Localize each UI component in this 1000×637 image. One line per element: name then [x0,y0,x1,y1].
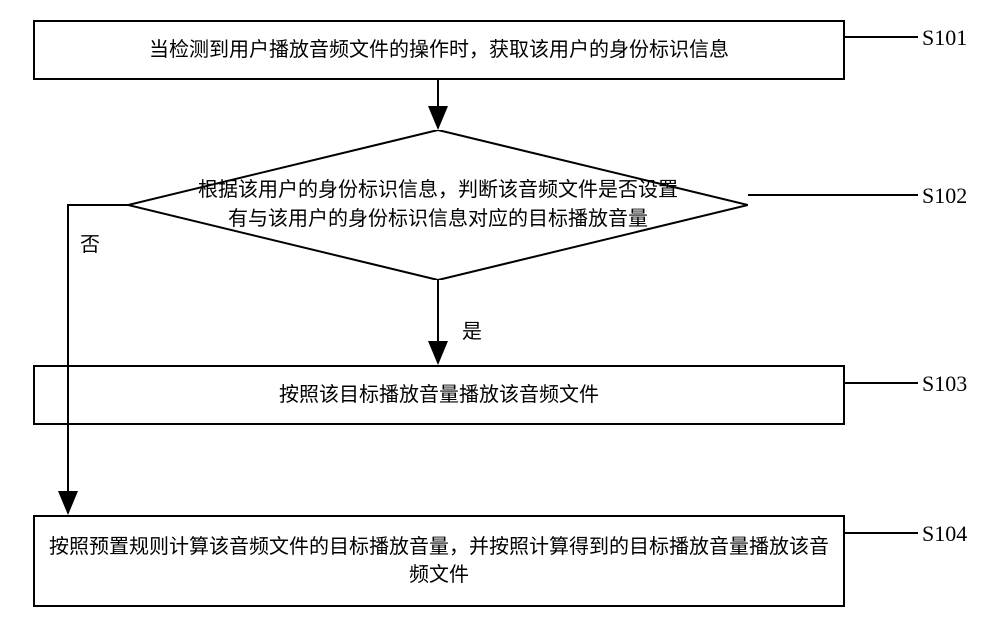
node-s102-text-wrap: 根据该用户的身份标识信息，判断该音频文件是否设置有与该用户的身份标识信息对应的目… [128,130,748,280]
node-s103-text: 按照该目标播放音量播放该音频文件 [279,381,599,409]
edge-label-no-text: 否 [80,234,100,256]
node-s104-text: 按照预置规则计算该音频文件的目标播放音量，并按照计算得到的目标播放音量播放该音频… [45,533,833,589]
edge-label-yes: 是 [462,315,482,344]
step-label-s101: S101 [922,25,967,51]
step-label-s101-text: S101 [922,25,967,50]
step-label-s104: S104 [922,521,967,547]
node-s102: 根据该用户的身份标识信息，判断该音频文件是否设置有与该用户的身份标识信息对应的目… [128,130,748,280]
edge-label-yes-text: 是 [462,321,482,343]
node-s104: 按照预置规则计算该音频文件的目标播放音量，并按照计算得到的目标播放音量播放该音频… [33,515,845,607]
step-label-s103: S103 [922,371,967,397]
step-label-s102-text: S102 [922,183,967,208]
edge-label-no: 否 [80,228,100,257]
flowchart-canvas: 当检测到用户播放音频文件的操作时，获取该用户的身份标识信息 根据该用户的身份标识… [0,0,1000,637]
node-s102-text: 根据该用户的身份标识信息，判断该音频文件是否设置有与该用户的身份标识信息对应的目… [198,176,678,234]
step-label-s104-text: S104 [922,521,967,546]
node-s101: 当检测到用户播放音频文件的操作时，获取该用户的身份标识信息 [33,20,845,80]
step-label-s102: S102 [922,183,967,209]
step-label-s103-text: S103 [922,371,967,396]
node-s103: 按照该目标播放音量播放该音频文件 [33,365,845,425]
node-s101-text: 当检测到用户播放音频文件的操作时，获取该用户的身份标识信息 [149,36,729,64]
